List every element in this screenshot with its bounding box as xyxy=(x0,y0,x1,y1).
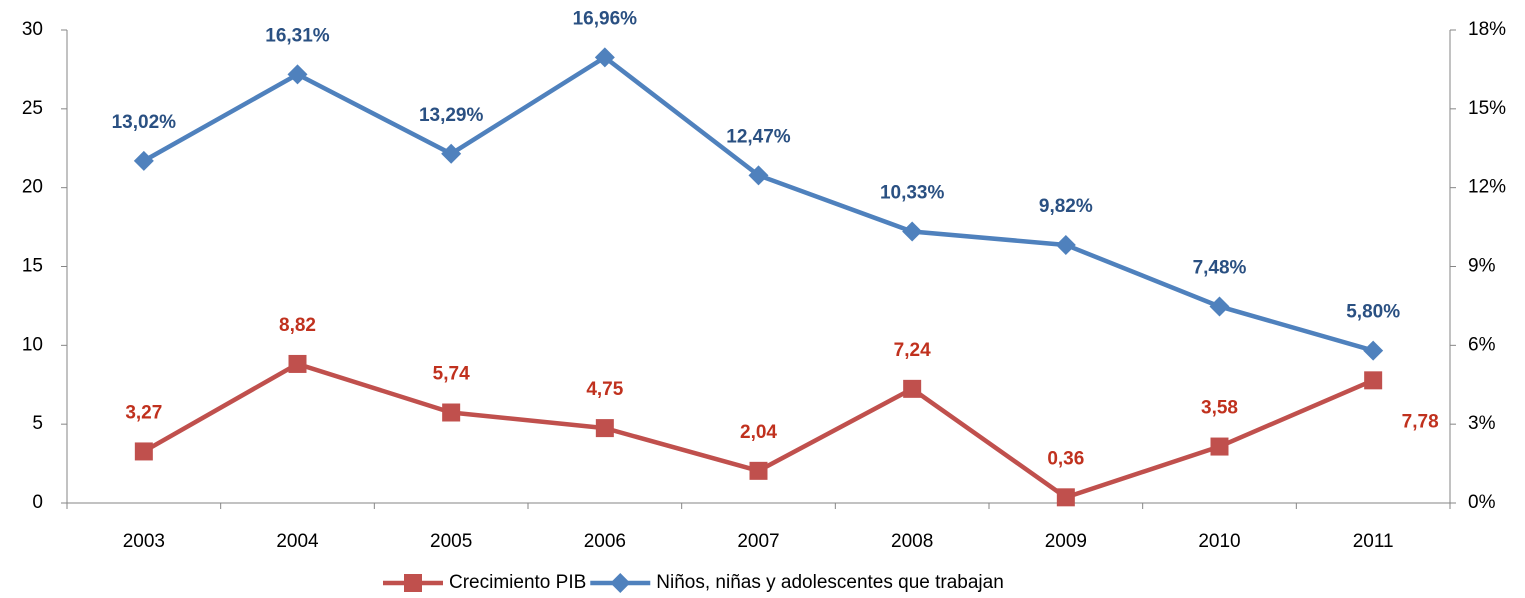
x-tick-label: 2009 xyxy=(1045,531,1087,552)
value-label: 7,24 xyxy=(894,340,931,361)
marker xyxy=(133,150,154,171)
y2-tick-label: 9% xyxy=(1468,256,1496,277)
legend-marker xyxy=(610,573,631,593)
y-tick-label: 15 xyxy=(22,256,43,277)
value-label: 16,31% xyxy=(265,25,330,46)
value-label: 3,58 xyxy=(1201,398,1238,419)
marker xyxy=(594,47,615,68)
value-label: 8,82 xyxy=(279,315,316,336)
value-label: 12,47% xyxy=(726,126,791,147)
marker xyxy=(288,354,307,373)
marker xyxy=(902,221,923,242)
marker xyxy=(441,143,462,164)
value-label: 13,29% xyxy=(419,105,484,126)
y-tick-label: 25 xyxy=(22,98,43,119)
marker xyxy=(1055,234,1076,255)
value-label: 4,75 xyxy=(586,379,623,400)
y-tick-label: 10 xyxy=(22,334,43,355)
legend-marker xyxy=(404,574,422,592)
y2-tick-label: 6% xyxy=(1468,334,1496,355)
value-label: 13,02% xyxy=(112,112,177,133)
marker xyxy=(595,419,614,438)
x-tick-label: 2005 xyxy=(430,531,472,552)
marker xyxy=(1209,296,1230,317)
marker xyxy=(749,461,768,480)
value-label: 9,82% xyxy=(1039,196,1093,217)
x-tick-label: 2010 xyxy=(1198,531,1240,552)
value-label: 16,96% xyxy=(573,8,638,29)
marker xyxy=(442,403,461,422)
value-label: 7,78 xyxy=(1402,411,1439,432)
y-tick-label: 5 xyxy=(32,413,43,434)
marker xyxy=(1210,437,1229,456)
marker xyxy=(903,379,922,398)
x-tick-label: 2011 xyxy=(1353,531,1394,552)
x-tick-label: 2004 xyxy=(276,531,319,552)
value-label: 10,33% xyxy=(880,183,945,204)
y2-tick-label: 0% xyxy=(1468,492,1496,513)
x-tick-label: 2008 xyxy=(891,531,933,552)
marker xyxy=(1056,488,1075,507)
y2-tick-label: 3% xyxy=(1468,413,1496,434)
value-label: 0,36 xyxy=(1047,448,1084,469)
value-label: 5,74 xyxy=(433,364,470,385)
y-tick-label: 20 xyxy=(22,177,43,198)
legend-label: Niños, niñas y adolescentes que trabajan xyxy=(656,572,1004,593)
marker xyxy=(287,64,308,85)
y-tick-label: 0 xyxy=(32,492,43,513)
x-tick-label: 2007 xyxy=(737,531,779,552)
value-label: 2,04 xyxy=(740,422,777,443)
marker xyxy=(134,442,153,461)
value-label: 5,80% xyxy=(1346,302,1400,323)
value-label: 7,48% xyxy=(1193,257,1247,278)
value-label: 3,27 xyxy=(125,402,162,423)
y2-tick-label: 15% xyxy=(1468,98,1506,119)
y2-tick-label: 18% xyxy=(1468,19,1506,40)
x-tick-label: 2006 xyxy=(584,531,626,552)
marker xyxy=(1364,371,1383,390)
y-tick-label: 30 xyxy=(22,19,43,40)
marker xyxy=(1363,340,1384,361)
x-tick-label: 2003 xyxy=(123,531,165,552)
y2-tick-label: 12% xyxy=(1468,177,1506,198)
legend-label: Crecimiento PIB xyxy=(449,572,586,593)
marker xyxy=(748,165,769,186)
series-line xyxy=(142,54,1374,353)
